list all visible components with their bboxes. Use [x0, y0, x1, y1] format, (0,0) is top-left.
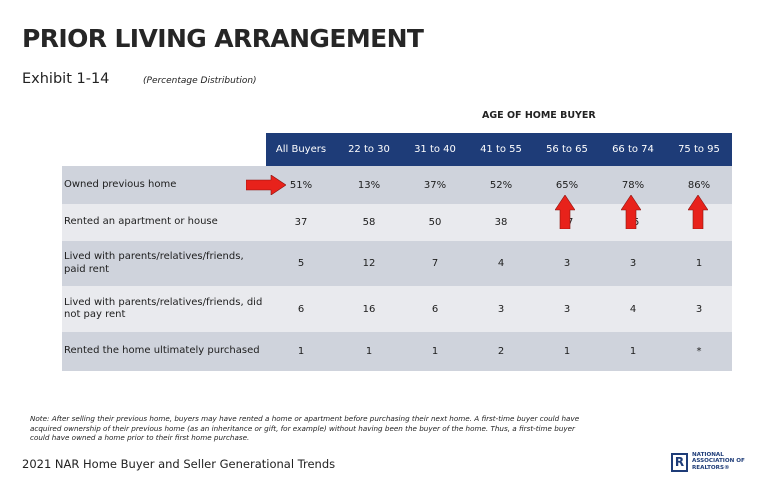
- logo-line: REALTORS®: [692, 464, 730, 471]
- column-header: 31 to 40: [402, 133, 468, 166]
- table-row: Lived with parents/relatives/friends, pa…: [62, 241, 732, 286]
- column-header: 56 to 65: [534, 133, 600, 166]
- up-arrow-icon: [555, 195, 575, 229]
- row-label: Lived with parents/relatives/friends, pa…: [62, 241, 266, 286]
- table-cell: 1: [402, 332, 468, 371]
- table-cell: 1: [666, 241, 732, 286]
- table-cell: 12: [336, 241, 402, 286]
- logo-line: NATIONAL: [692, 452, 724, 458]
- table-cell: 37: [266, 204, 336, 241]
- row-label: Lived with parents/relatives/friends, di…: [62, 286, 266, 332]
- table-cell: 1: [600, 332, 666, 371]
- table-row: Lived with parents/relatives/friends, di…: [62, 286, 732, 332]
- table-cell: 7: [402, 241, 468, 286]
- page-title: PRIOR LIVING ARRANGEMENT: [22, 24, 424, 53]
- living-arrangement-table: All Buyers 22 to 30 31 to 40 41 to 55 56…: [62, 133, 732, 371]
- right-arrow-icon: [246, 175, 286, 195]
- row-label: Owned previous home: [62, 166, 266, 204]
- table-cell: 58: [336, 204, 402, 241]
- table-cell: 4: [468, 241, 534, 286]
- table-cell: 37%: [402, 166, 468, 204]
- table-cell: 52%: [468, 166, 534, 204]
- up-arrow-shape: [621, 195, 641, 229]
- table-header-row: All Buyers 22 to 30 31 to 40 41 to 55 56…: [62, 133, 732, 166]
- table-cell: 3: [534, 241, 600, 286]
- column-header: 22 to 30: [336, 133, 402, 166]
- table-cell: 6: [266, 286, 336, 332]
- table-cell: 1: [534, 332, 600, 371]
- up-arrow-icon: [688, 195, 708, 229]
- up-arrow-shape: [688, 195, 708, 229]
- table-cell: 3: [468, 286, 534, 332]
- table-cell: 3: [534, 286, 600, 332]
- logo-text: NATIONAL ASSOCIATION OF REALTORS®: [692, 452, 745, 471]
- footer-source: 2021 NAR Home Buyer and Seller Generatio…: [22, 457, 336, 471]
- right-arrow-shape: [246, 175, 286, 195]
- up-arrow-icon: [621, 195, 641, 229]
- exhibit-subtitle: (Percentage Distribution): [143, 76, 257, 86]
- table-cell: *: [666, 332, 732, 371]
- table-row: Rented the home ultimately purchased 1 1…: [62, 332, 732, 371]
- column-header: All Buyers: [266, 133, 336, 166]
- realtor-r-icon: R: [671, 453, 688, 472]
- nar-logo: R NATIONAL ASSOCIATION OF REALTORS®: [671, 452, 751, 476]
- table-cell: 2: [468, 332, 534, 371]
- header-blank-cell: [62, 133, 266, 166]
- row-label: Rented an apartment or house: [62, 204, 266, 241]
- table-cell: 50: [402, 204, 468, 241]
- table-cell: 4: [600, 286, 666, 332]
- row-label: Rented the home ultimately purchased: [62, 332, 266, 371]
- column-header: 41 to 55: [468, 133, 534, 166]
- column-header: 75 to 95: [666, 133, 732, 166]
- logo-line: ASSOCIATION OF: [692, 458, 745, 465]
- table-cell: 5: [266, 241, 336, 286]
- table-cell: 1: [266, 332, 336, 371]
- table-cell: 3: [600, 241, 666, 286]
- up-arrow-shape: [555, 195, 575, 229]
- footnote: Note: After selling their previous home,…: [30, 414, 580, 443]
- exhibit-label: Exhibit 1-14: [22, 71, 110, 87]
- table-cell: 1: [336, 332, 402, 371]
- column-header: 66 to 74: [600, 133, 666, 166]
- table-cell: 3: [666, 286, 732, 332]
- table-cell: 38: [468, 204, 534, 241]
- table-cell: 6: [402, 286, 468, 332]
- age-group-header: AGE OF HOME BUYER: [482, 110, 596, 121]
- table-cell: 13%: [336, 166, 402, 204]
- table-cell: 16: [336, 286, 402, 332]
